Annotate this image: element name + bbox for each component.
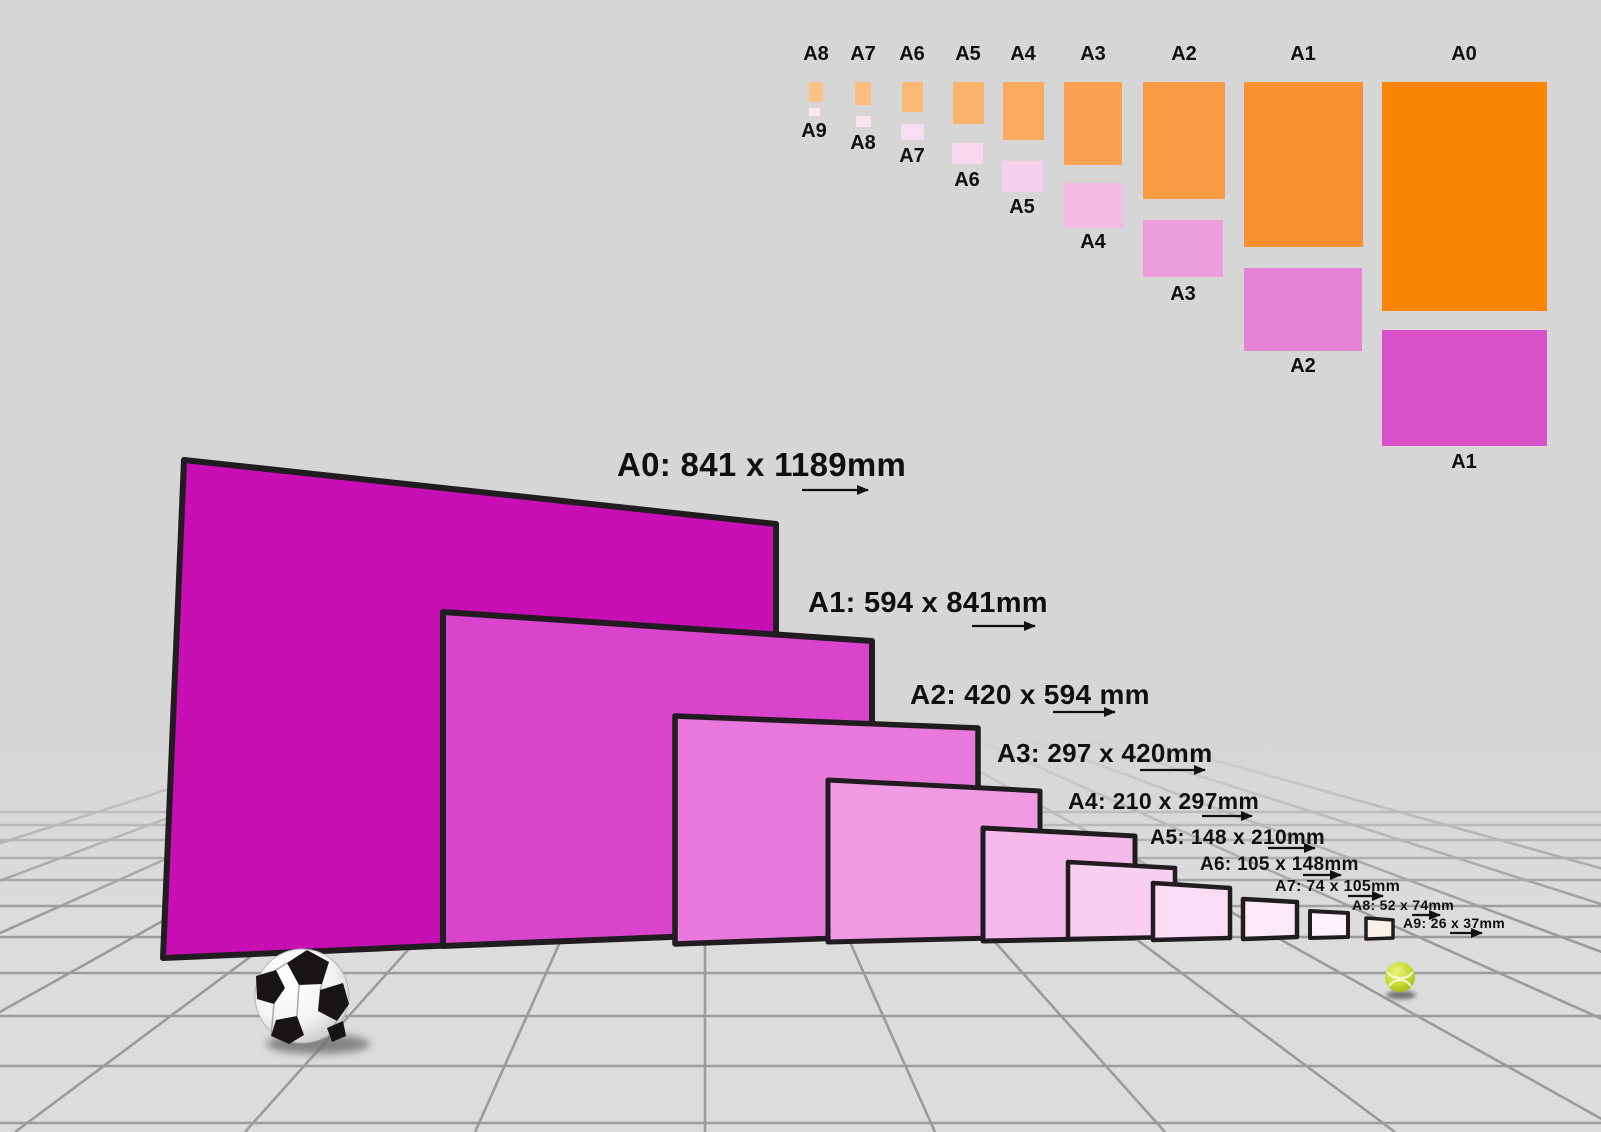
dimension-label-a7: A7: 74 x 105mm (1275, 878, 1401, 895)
orange-rect-a2 (1143, 82, 1225, 199)
tennis-ball (1385, 962, 1416, 999)
sheet-a7 (1240, 896, 1300, 942)
soccer-ball (254, 948, 370, 1054)
top-label-child-a5: A5 (1009, 196, 1035, 218)
top-label-parent-a2: A2 (1171, 43, 1197, 65)
top-label-child-a1: A1 (1451, 451, 1477, 473)
pink-rect-a8 (856, 116, 871, 127)
top-label-parent-a6: A6 (899, 43, 925, 65)
dimension-label-a0: A0: 841 x 1189mm (617, 446, 907, 483)
orange-rect-a8 (809, 82, 823, 102)
dimension-label-a8: A8: 52 x 74mm (1352, 897, 1454, 913)
sheet-a9 (1364, 916, 1395, 941)
pink-rect-a3 (1143, 220, 1223, 277)
top-label-child-a8: A8 (850, 132, 876, 154)
sheet-a8 (1308, 909, 1350, 940)
top-label-parent-a5: A5 (955, 43, 981, 65)
pink-rect-a5 (1002, 161, 1043, 192)
pink-rect-a7 (901, 124, 924, 140)
orange-rect-a3 (1064, 82, 1122, 165)
pink-rect-a6 (952, 143, 983, 164)
orange-rect-a0 (1382, 82, 1547, 311)
pink-rect-a2 (1244, 268, 1362, 351)
sheet-stack (160, 457, 1395, 961)
dimension-label-a5: A5: 148 x 210mm (1150, 826, 1325, 849)
top-label-child-a4: A4 (1080, 231, 1106, 253)
top-label-parent-a8: A8 (803, 43, 829, 65)
width-arrows (802, 485, 1483, 938)
top-size-chart (809, 82, 1547, 446)
tennis-ball-shadow (1386, 991, 1416, 999)
top-label-child-a7: A7 (899, 145, 925, 167)
top-label-parent-a1: A1 (1290, 43, 1316, 65)
top-label-child-a2: A2 (1290, 355, 1316, 377)
sheet-a6 (1150, 880, 1233, 943)
orange-rect-a5 (953, 82, 984, 124)
orange-rect-a1 (1244, 82, 1363, 247)
top-label-parent-a3: A3 (1080, 43, 1106, 65)
dimension-label-a3: A3: 297 x 420mm (997, 738, 1213, 768)
dimension-label-a2: A2: 420 x 594 mm (910, 679, 1150, 710)
top-label-child-a6: A6 (954, 169, 980, 191)
top-label-parent-a4: A4 (1010, 43, 1036, 65)
dimension-label-a6: A6: 105 x 148mm (1200, 854, 1359, 875)
orange-rect-a7 (855, 82, 871, 105)
pink-rect-a9 (809, 108, 820, 116)
dimension-label-a9: A9: 26 x 37mm (1403, 915, 1505, 931)
top-label-parent-a0: A0 (1451, 43, 1477, 65)
orange-rect-a6 (902, 82, 923, 112)
orange-rect-a4 (1003, 82, 1044, 140)
top-label-child-a3: A3 (1170, 283, 1196, 305)
soccer-ball-patches (256, 950, 349, 1044)
dimension-label-a1: A1: 594 x 841mm (808, 587, 1048, 619)
top-label-child-a9: A9 (801, 120, 827, 142)
pink-rect-a4 (1064, 183, 1123, 228)
dimension-label-a4: A4: 210 x 297mm (1068, 788, 1260, 814)
pink-rect-a1 (1382, 330, 1547, 446)
top-label-parent-a7: A7 (850, 43, 876, 65)
